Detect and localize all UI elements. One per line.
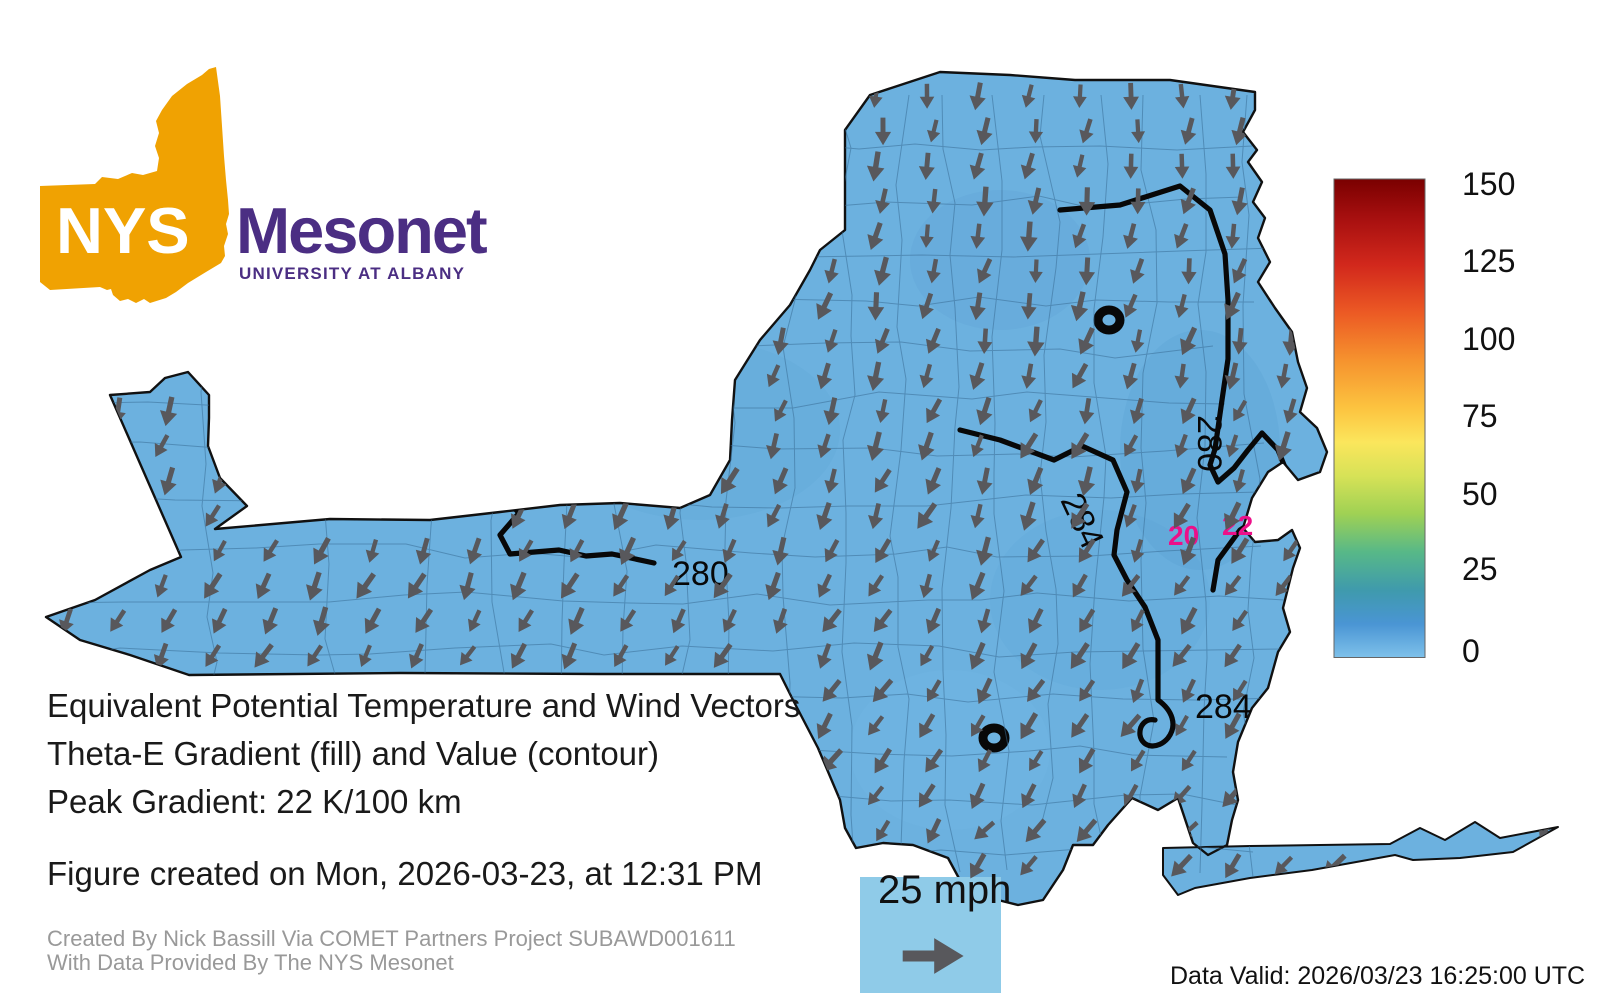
svg-text:100: 100: [1462, 321, 1515, 357]
svg-text:Equivalent Potential Temperatu: Equivalent Potential Temperature and Win…: [47, 687, 800, 724]
svg-text:280: 280: [1190, 415, 1228, 472]
svg-text:Data Valid: 2026/03/23 16:25:0: Data Valid: 2026/03/23 16:25:00 UTC: [1170, 962, 1585, 990]
svg-text:Peak Gradient: 22 K/100 km: Peak Gradient: 22 K/100 km: [47, 783, 462, 820]
svg-text:75: 75: [1462, 398, 1498, 434]
svg-text:0: 0: [1462, 633, 1480, 669]
svg-text:NYS: NYS: [56, 194, 190, 267]
svg-text:150: 150: [1462, 166, 1515, 202]
svg-text:50: 50: [1462, 476, 1498, 512]
svg-text:With Data Provided By The NYS: With Data Provided By The NYS Mesonet: [47, 950, 454, 975]
svg-text:284: 284: [1195, 688, 1252, 726]
svg-text:Created By Nick Bassill Via CO: Created By Nick Bassill Via COMET Partne…: [47, 926, 736, 951]
svg-text:20: 20: [1168, 520, 1199, 551]
svg-text:25: 25: [1462, 551, 1498, 587]
svg-text:Figure created on Mon, 2026-03: Figure created on Mon, 2026-03-23, at 12…: [47, 855, 762, 892]
svg-text:25 mph: 25 mph: [878, 868, 1011, 912]
svg-text:125: 125: [1462, 243, 1515, 279]
svg-text:UNIVERSITY AT ALBANY: UNIVERSITY AT ALBANY: [239, 264, 465, 283]
svg-text:Theta-E Gradient (fill) and Va: Theta-E Gradient (fill) and Value (conto…: [47, 735, 659, 772]
svg-text:Mesonet: Mesonet: [236, 194, 487, 267]
